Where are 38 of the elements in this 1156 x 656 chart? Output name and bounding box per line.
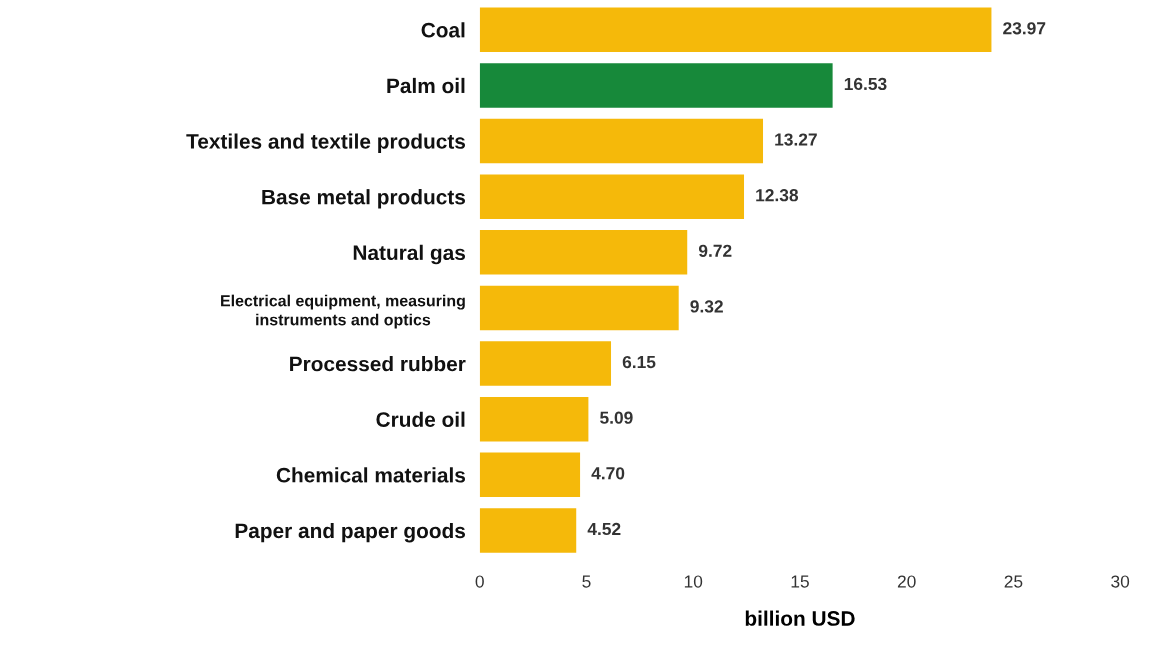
y-tick-label: Palm oil: [387, 77, 465, 94]
data-label: 9.32: [690, 300, 723, 313]
bar: [479, 508, 577, 553]
data-label: 4.70: [591, 467, 625, 480]
bar: [479, 341, 612, 386]
data-label: 6.15: [622, 355, 656, 369]
x-tick-label: 10: [684, 575, 703, 588]
bar: [479, 63, 833, 108]
bar: [479, 396, 589, 442]
x-tick-label: 30: [1111, 575, 1130, 588]
data-label: 9.72: [698, 244, 732, 257]
y-tick-label: Base metal products: [262, 189, 466, 209]
y-tick-label: Natural gas: [353, 244, 465, 265]
y-tick-label: Crude oil: [376, 411, 465, 427]
bar: [479, 7, 992, 53]
bar: [479, 285, 679, 331]
bar: [479, 118, 764, 164]
x-tick-label: 0: [475, 575, 484, 588]
y-tick-label: Processed rubber: [290, 356, 466, 372]
y-tick-label: Paper and paper goods: [235, 522, 466, 543]
y-tick-label: Textiles and textile products: [186, 133, 466, 153]
data-label: 16.53: [844, 77, 887, 91]
bar: [479, 230, 688, 275]
x-tick-label: 25: [1004, 575, 1023, 588]
data-label: 5.09: [600, 411, 633, 424]
x-tick-label: 20: [897, 575, 916, 588]
x-axis-title: billion USD: [745, 610, 855, 626]
y-tick-label: Coal: [421, 22, 465, 38]
bar: [479, 174, 745, 219]
x-tick-label: 15: [791, 575, 809, 588]
data-label: 13.27: [775, 133, 817, 146]
y-tick-label: Chemical materials: [276, 467, 466, 483]
data-label: 4.52: [587, 522, 621, 536]
y-tick-label: Electrical equipment, measuring instruments and optics: [221, 294, 465, 329]
x-tick-label: 5: [582, 575, 591, 588]
bar: [479, 452, 581, 498]
data-label: 23.97: [1003, 22, 1046, 35]
data-label: 12.38: [756, 189, 799, 202]
